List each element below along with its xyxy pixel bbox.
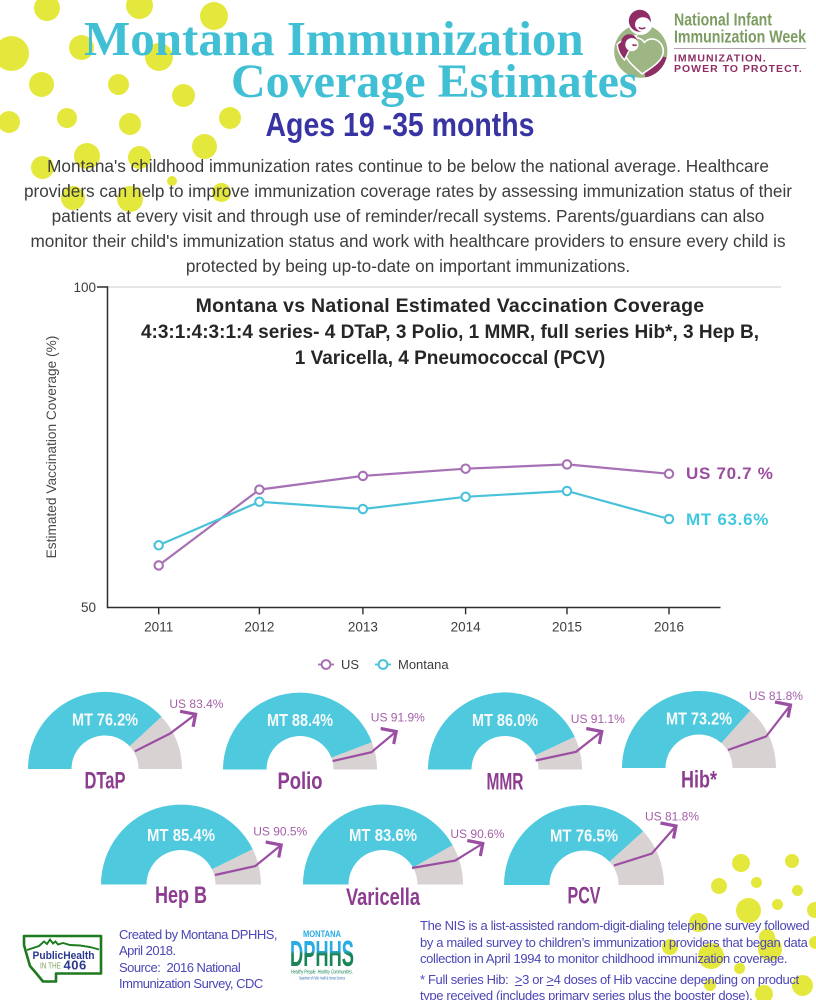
svg-text:MT 76.5%: MT 76.5% <box>550 826 618 846</box>
svg-text:MT 76.2%: MT 76.2% <box>72 710 138 730</box>
svg-text:1 Varicella, 4 Pneumococcal (P: 1 Varicella, 4 Pneumococcal (PCV) <box>295 348 605 369</box>
svg-text:IMMUNIZATION.: IMMUNIZATION. <box>674 53 767 65</box>
svg-text:Varicella: Varicella <box>346 884 420 911</box>
svg-text:Hep B: Hep B <box>155 882 207 909</box>
svg-text:US 91.9%: US 91.9% <box>371 711 425 725</box>
svg-text:2012: 2012 <box>244 620 274 635</box>
svg-text:2014: 2014 <box>451 620 482 635</box>
svg-text:DPHHS: DPHHS <box>290 933 354 974</box>
svg-text:Polio: Polio <box>278 768 323 795</box>
svg-text:US 90.5%: US 90.5% <box>253 824 307 838</box>
svg-text:100: 100 <box>73 280 96 295</box>
svg-text:MT 86.0%: MT 86.0% <box>472 710 538 730</box>
svg-text:Estimated Vaccination Coverage: Estimated Vaccination Coverage (%) <box>44 336 59 559</box>
svg-text:MT 85.4%: MT 85.4% <box>147 825 215 845</box>
svg-text:MT 73.2%: MT 73.2% <box>666 709 732 729</box>
svg-text:2016: 2016 <box>654 620 684 635</box>
svg-text:US 70.7 %: US 70.7 % <box>686 464 774 483</box>
svg-text:MONTANA: MONTANA <box>303 929 341 940</box>
svg-text:406: 406 <box>64 958 87 973</box>
svg-text:Healthy People. Healthy Commun: Healthy People. Healthy Communities. <box>291 970 353 976</box>
svg-text:Montana vs National Estimated: Montana vs National Estimated Vaccinatio… <box>196 295 705 317</box>
svg-text:MT 88.4%: MT 88.4% <box>267 710 333 730</box>
svg-text:2013: 2013 <box>348 620 378 635</box>
svg-text:Department of Public Health &: Department of Public Health & Human Serv… <box>299 976 345 981</box>
svg-text:US 81.8%: US 81.8% <box>749 689 803 703</box>
svg-text:MT 83.6%: MT 83.6% <box>349 825 417 845</box>
svg-text:2011: 2011 <box>144 620 173 635</box>
svg-text:MT 63.6%: MT 63.6% <box>686 510 769 529</box>
svg-text:4:3:1:4:3:1:4 series- 4 DTaP,: 4:3:1:4:3:1:4 series- 4 DTaP, 3 Polio, 1… <box>141 322 759 343</box>
svg-text:US 91.1%: US 91.1% <box>571 712 625 726</box>
svg-text:2015: 2015 <box>552 620 582 635</box>
svg-text:PublicHealth: PublicHealth <box>33 950 95 962</box>
svg-text:US 81.8%: US 81.8% <box>645 809 699 823</box>
svg-text:US 83.4%: US 83.4% <box>169 697 223 711</box>
svg-text:Hib*: Hib* <box>681 767 717 794</box>
svg-text:US: US <box>341 657 359 672</box>
svg-text:MMR: MMR <box>487 769 524 796</box>
svg-text:US 90.6%: US 90.6% <box>450 827 504 841</box>
svg-text:PCV: PCV <box>568 883 601 910</box>
svg-text:IN THE: IN THE <box>40 962 61 971</box>
svg-text:50: 50 <box>81 600 96 615</box>
svg-text:POWER TO PROTECT.: POWER TO PROTECT. <box>674 63 803 75</box>
svg-text:DTaP: DTaP <box>85 768 126 795</box>
svg-text:Immunization Week: Immunization Week <box>674 27 806 47</box>
svg-text:National Infant: National Infant <box>674 10 772 30</box>
svg-text:Montana: Montana <box>398 657 449 672</box>
